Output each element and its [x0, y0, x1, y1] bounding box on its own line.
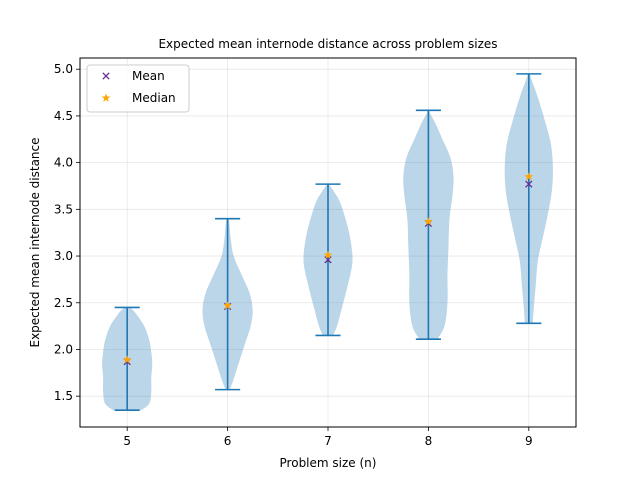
y-tick-label: 5.0 [54, 62, 73, 76]
median-marker-n6 [223, 300, 232, 310]
legend: Mean Median [86, 64, 190, 113]
median-marker-n8 [424, 216, 433, 226]
x-axis-label: Problem size (n) [280, 456, 377, 470]
legend-box [86, 64, 190, 113]
chart-title: Expected mean internode distance across … [158, 37, 497, 51]
legend-median-marker [101, 93, 111, 102]
x-tick-label: 5 [123, 434, 131, 448]
y-tick-label: 3.0 [54, 249, 73, 263]
y-tick-label: 1.5 [54, 389, 73, 403]
legend-mean-marker [102, 72, 110, 80]
median-marker-n5 [122, 355, 132, 364]
legend-mean-x-icon [102, 72, 110, 80]
y-tick-label: 3.5 [54, 202, 73, 216]
median-marker-n9 [524, 172, 534, 181]
axis-ticks: 5 6 7 8 9 1.5 2.0 2.5 3.0 3.5 4.0 4.5 5.0 [54, 62, 533, 448]
y-tick-label: 4.5 [54, 109, 73, 123]
legend-median-star-icon [101, 93, 111, 102]
mean-marker-n9 [525, 180, 533, 188]
x-tick-label: 9 [525, 434, 533, 448]
x-tick-label: 8 [425, 434, 433, 448]
x-tick-label: 6 [224, 434, 232, 448]
y-tick-label: 2.0 [54, 342, 73, 356]
legend-label-mean: Mean [132, 69, 165, 83]
y-tick-label: 4.0 [54, 156, 73, 170]
median-marker-n7 [323, 250, 333, 259]
markers [122, 172, 534, 366]
legend-label-median: Median [132, 91, 176, 105]
x-tick-label: 7 [324, 434, 332, 448]
y-axis-label: Expected mean internode distance [28, 137, 42, 347]
y-tick-label: 2.5 [54, 296, 73, 310]
